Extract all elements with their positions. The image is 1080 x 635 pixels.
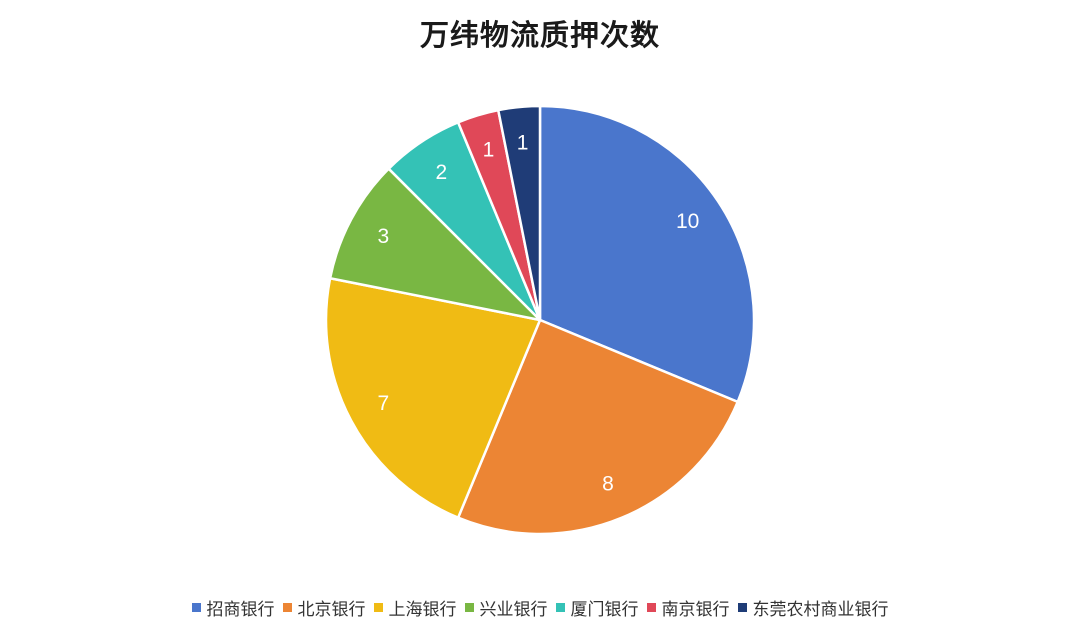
- slice-value-label-2: 8: [602, 473, 614, 496]
- legend-label-1: 招商银行: [206, 600, 275, 620]
- legend-swatch-6: [646, 603, 656, 612]
- legend-swatch-2: [282, 603, 292, 612]
- legend-label-2: 北京银行: [297, 600, 366, 620]
- legend-label-4: 兴业银行: [479, 600, 548, 620]
- legend-swatch-4: [464, 603, 474, 612]
- legend-swatch-7: [737, 603, 747, 612]
- legend-item-7: 东莞农村商业银行: [737, 595, 889, 620]
- legend-item-3: 上海银行: [373, 595, 457, 620]
- legend-label-7: 东莞农村商业银行: [752, 600, 889, 620]
- chart-title: 万纬物流质押次数: [419, 18, 660, 52]
- pie-slice-1: [538, 104, 756, 404]
- pie-slice-3: [324, 277, 542, 519]
- slice-value-label-4: 3: [378, 225, 390, 248]
- legend-item-6: 南京银行: [646, 595, 730, 620]
- legend-swatch-5: [555, 603, 565, 612]
- legend-swatch-1: [191, 603, 201, 612]
- legend-item-5: 厦门银行: [555, 595, 639, 620]
- pie-slice-7: [497, 104, 542, 322]
- slice-value-label-7: 1: [517, 132, 529, 155]
- pie-slice-4: [328, 167, 542, 322]
- slice-value-label-3: 7: [378, 392, 390, 415]
- slice-value-label-6: 1: [483, 139, 495, 162]
- legend-item-1: 招商银行: [191, 595, 275, 620]
- legend-label-5: 厦门银行: [570, 600, 639, 620]
- legend-label-3: 上海银行: [388, 600, 457, 620]
- legend-item-4: 兴业银行: [464, 595, 548, 620]
- slice-value-label-5: 2: [435, 161, 447, 184]
- legend-item-2: 北京银行: [282, 595, 366, 620]
- slice-value-label-1: 10: [676, 210, 699, 233]
- legend-label-6: 南京银行: [661, 600, 730, 620]
- pie-slice-2: [456, 318, 739, 536]
- legend: 招商银行 北京银行 上海银行 兴业银行 厦门银行 南京银行 东莞农村商业银行: [0, 595, 1080, 620]
- legend-swatch-3: [373, 603, 383, 612]
